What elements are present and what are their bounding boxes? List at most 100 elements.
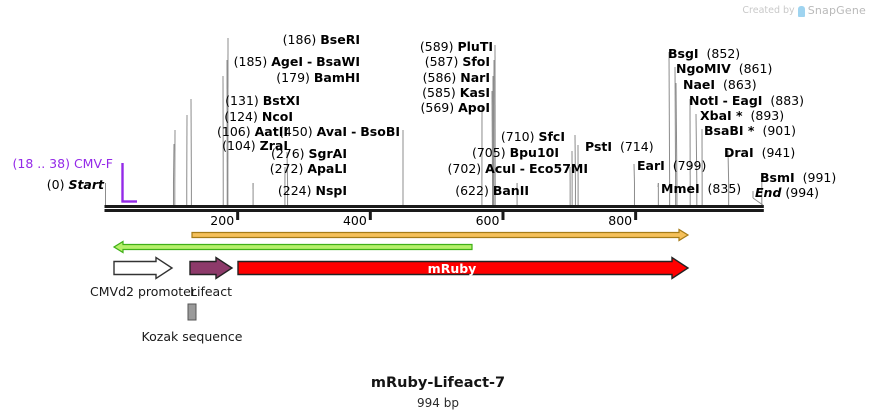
enzyme-name-secondary: BsoBI xyxy=(360,124,400,139)
enzyme-name: NarI xyxy=(460,70,490,85)
feature-label: Kozak sequence xyxy=(141,329,243,344)
ruler-bar-top xyxy=(104,205,764,208)
enzyme-name: BanII xyxy=(492,183,529,198)
ruler-tick xyxy=(634,212,638,220)
enzyme-name: ApaLI xyxy=(307,161,347,176)
green-reverse-arrow xyxy=(112,240,473,254)
enzyme-name: NaeI xyxy=(683,77,716,92)
feature-label: CMVd2 promoter xyxy=(90,284,196,299)
enzyme-name: ZraI xyxy=(259,138,288,153)
orange-forward-arrow xyxy=(191,228,690,242)
enzyme-leader-line xyxy=(668,51,671,184)
enzyme-name: AgeI xyxy=(271,54,303,69)
created-by-label: Created by xyxy=(742,5,795,16)
enzyme-label: (589) PluTI xyxy=(419,39,493,54)
enzyme-label: NgoMIV (861) xyxy=(676,61,773,76)
feature-glyph-0 xyxy=(113,256,174,280)
ruler-tick-label: 400 xyxy=(342,213,367,228)
enzyme-label: BsgI (852) xyxy=(668,46,741,61)
ruler-tick xyxy=(368,212,372,220)
start-position: (0) xyxy=(46,177,65,192)
feature-glyph-kozak xyxy=(187,303,197,321)
enzyme-leader-line xyxy=(491,90,494,184)
enzyme-name: NcoI xyxy=(261,109,293,124)
enzyme-name: BamHI xyxy=(313,70,360,85)
enzyme-name: DraI xyxy=(724,145,754,160)
enzyme-name: AvaI xyxy=(316,124,348,139)
feature-glyph-2 xyxy=(237,256,690,280)
enzyme-leader-line xyxy=(286,151,289,184)
enzyme-label: (705) Bpu10I xyxy=(471,145,559,160)
feature-label: Lifeact xyxy=(190,284,232,299)
enzyme-name-secondary: BsaWI xyxy=(316,54,360,69)
enzyme-name: Bpu10I xyxy=(509,145,559,160)
ruler-bar-bottom xyxy=(104,209,764,212)
enzyme-name: BsmI xyxy=(760,170,795,185)
feature-inline-label: mRuby xyxy=(427,261,477,276)
enzyme-label: MmeI (835) xyxy=(661,181,742,196)
enzyme-label: (179) BamHI xyxy=(276,70,360,85)
enzyme-label: (224) NspI xyxy=(277,183,347,198)
enzyme-name: SfoI xyxy=(462,54,490,69)
enzyme-label: (586) NarI xyxy=(422,70,490,85)
start-marker-label: (0) Start xyxy=(46,177,104,192)
enzyme-label: PstI (714) xyxy=(585,139,654,154)
enzyme-label: DraI (941) xyxy=(724,145,796,160)
enzyme-name: BseRI xyxy=(320,32,360,47)
ruler-tick xyxy=(501,212,505,220)
enzyme-name-secondary: EagI xyxy=(731,93,763,108)
enzyme-label: (622) BanII xyxy=(455,183,529,198)
enzyme-label: (710) SfcI xyxy=(500,129,565,144)
snapgene-logo-icon xyxy=(797,6,805,17)
snapgene-branding: Created by SnapGene xyxy=(742,4,866,17)
enzyme-name: AatII xyxy=(254,124,288,139)
end-label: End xyxy=(755,185,782,200)
enzyme-label: NaeI (863) xyxy=(683,77,757,92)
enzyme-label: (186) BseRI xyxy=(282,32,360,47)
enzyme-label: (585) KasI xyxy=(422,85,490,100)
ruler-tick-label: 200 xyxy=(210,213,235,228)
feature-glyph-1 xyxy=(189,256,234,280)
enzyme-label: (124) NcoI xyxy=(224,109,293,124)
enzyme-label: BsmI (991) xyxy=(760,170,837,185)
enzyme-name: EarI xyxy=(637,158,665,173)
page-subtitle: 994 bp xyxy=(417,396,459,410)
enzyme-label: (569) ApoI xyxy=(420,100,490,115)
enzyme-name: NotI xyxy=(689,93,719,108)
enzyme-leader-line xyxy=(695,113,698,184)
enzyme-name: ApoI xyxy=(458,100,490,115)
enzyme-leader-line xyxy=(727,150,730,184)
enzyme-name: MmeI xyxy=(661,181,700,196)
enzyme-label: XbaI * (893) xyxy=(700,108,785,123)
enzyme-label: (276) SgrAI xyxy=(270,146,347,161)
enzyme-name: AcuI xyxy=(485,161,516,176)
enzyme-name: NgoMIV xyxy=(676,61,731,76)
primer-range: (18 .. 38) xyxy=(12,156,70,171)
enzyme-name: PstI xyxy=(585,139,613,154)
snapgene-name: SnapGene xyxy=(807,4,866,17)
enzyme-label: BsaBI * (901) xyxy=(704,123,797,138)
enzyme-label: (106) AatII xyxy=(217,124,288,139)
ruler-tick xyxy=(236,212,240,220)
enzyme-name: NspI xyxy=(315,183,347,198)
enzyme-leader-line xyxy=(674,66,677,184)
enzyme-leader-line xyxy=(675,82,678,184)
enzyme-label: (587) SfoI xyxy=(424,54,490,69)
enzyme-label: (131) BstXI xyxy=(225,93,300,108)
end-site-tick xyxy=(752,197,764,206)
ruler-tick-label: 800 xyxy=(608,213,633,228)
enzyme-name: PluTI xyxy=(457,39,493,54)
end-position: (994) xyxy=(785,185,819,200)
enzyme-name: BsgI xyxy=(668,46,699,61)
enzyme-label: EarI (799) xyxy=(637,158,707,173)
enzyme-label: NotI - EagI (883) xyxy=(689,93,805,108)
enzyme-name: XbaI * xyxy=(700,108,743,123)
primer-label: (18 .. 38) CMV-F xyxy=(12,156,114,171)
ruler-tick-label: 600 xyxy=(475,213,500,228)
enzyme-label: (450) AvaI - BsoBI xyxy=(279,124,400,139)
enzyme-name: SfcI xyxy=(538,129,565,144)
enzyme-name-secondary: Eco57MI xyxy=(528,161,588,176)
enzyme-label: (104) ZraI xyxy=(222,138,288,153)
